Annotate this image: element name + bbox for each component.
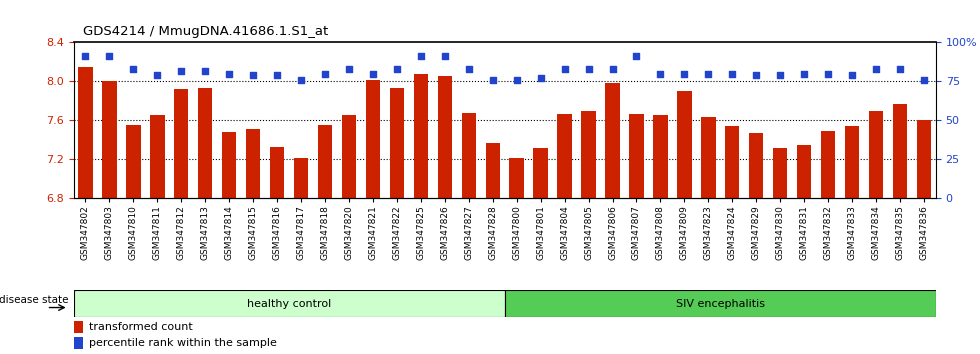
Bar xyxy=(869,110,883,198)
Point xyxy=(341,66,357,72)
Point xyxy=(749,72,764,78)
Bar xyxy=(102,81,117,198)
Bar xyxy=(773,148,787,198)
Point xyxy=(221,71,237,76)
Point xyxy=(676,71,692,76)
Point xyxy=(820,71,836,76)
Point xyxy=(389,66,405,72)
Point xyxy=(653,71,668,76)
Bar xyxy=(78,67,93,198)
Bar xyxy=(174,89,188,198)
Point xyxy=(916,77,932,83)
Bar xyxy=(126,125,140,198)
Point xyxy=(293,77,309,83)
Bar xyxy=(510,158,524,198)
Bar xyxy=(677,91,692,198)
Bar xyxy=(581,110,596,198)
Bar xyxy=(318,125,332,198)
Point xyxy=(605,66,620,72)
Text: SIV encephalitis: SIV encephalitis xyxy=(676,298,764,309)
Text: transformed count: transformed count xyxy=(88,322,192,332)
Bar xyxy=(246,129,261,198)
Bar xyxy=(797,145,811,198)
Bar xyxy=(150,115,165,198)
Bar xyxy=(845,126,859,198)
Point xyxy=(772,72,788,78)
Bar xyxy=(749,133,763,198)
Bar xyxy=(366,80,380,198)
Text: percentile rank within the sample: percentile rank within the sample xyxy=(88,338,276,348)
Point xyxy=(150,72,166,78)
Bar xyxy=(342,115,356,198)
Point xyxy=(844,72,859,78)
Bar xyxy=(270,147,284,198)
Point xyxy=(77,54,93,59)
Bar xyxy=(74,290,505,317)
Point xyxy=(413,54,428,59)
Point xyxy=(509,77,524,83)
Point xyxy=(701,71,716,76)
Text: healthy control: healthy control xyxy=(247,298,331,309)
Bar xyxy=(893,104,907,198)
Bar xyxy=(74,321,83,333)
Point xyxy=(892,66,907,72)
Text: GDS4214 / MmugDNA.41686.1.S1_at: GDS4214 / MmugDNA.41686.1.S1_at xyxy=(83,25,328,38)
Point xyxy=(125,66,141,72)
Bar xyxy=(390,88,404,198)
Bar xyxy=(462,113,476,198)
Point xyxy=(485,77,501,83)
Bar xyxy=(916,120,931,198)
Point xyxy=(533,75,549,81)
Point xyxy=(868,66,884,72)
Bar xyxy=(701,118,715,198)
Point xyxy=(437,54,453,59)
Bar xyxy=(505,290,936,317)
Bar xyxy=(222,132,236,198)
Point xyxy=(797,71,812,76)
Point xyxy=(557,66,572,72)
Bar xyxy=(485,143,500,198)
Point xyxy=(628,54,644,59)
Point xyxy=(102,54,118,59)
Point xyxy=(724,71,740,76)
Text: disease state: disease state xyxy=(0,295,69,305)
Bar xyxy=(821,131,835,198)
Point xyxy=(173,68,189,73)
Point xyxy=(197,68,213,73)
Bar xyxy=(629,114,644,198)
Bar xyxy=(654,115,667,198)
Point xyxy=(245,72,261,78)
Bar xyxy=(74,337,83,349)
Point xyxy=(461,66,476,72)
Bar xyxy=(294,158,309,198)
Bar xyxy=(725,126,740,198)
Point xyxy=(366,71,381,76)
Bar xyxy=(414,74,428,198)
Bar xyxy=(198,88,213,198)
Bar xyxy=(606,83,619,198)
Point xyxy=(581,66,597,72)
Point xyxy=(318,71,333,76)
Point xyxy=(270,72,285,78)
Bar xyxy=(438,75,452,198)
Bar xyxy=(558,114,571,198)
Bar xyxy=(533,148,548,198)
